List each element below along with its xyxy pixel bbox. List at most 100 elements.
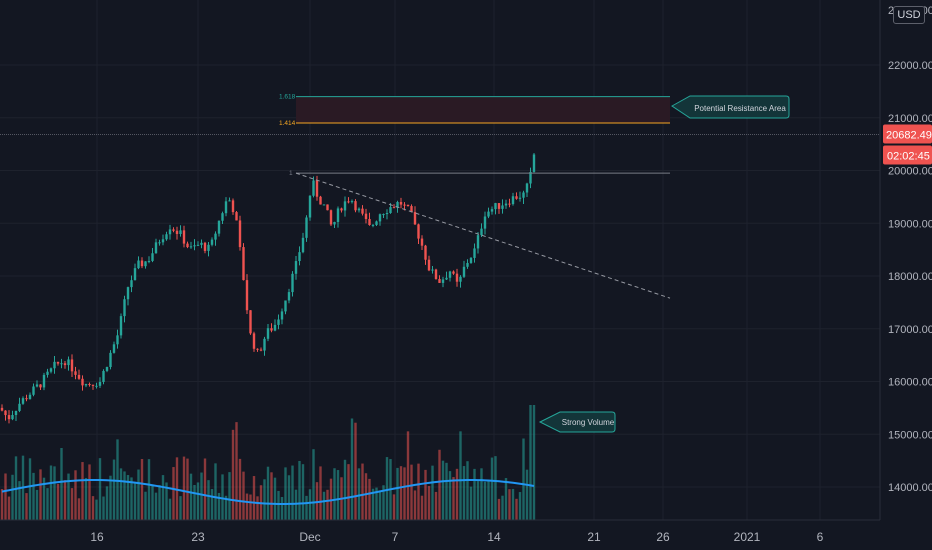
candle-body (431, 269, 434, 271)
volume-bar (119, 468, 123, 520)
volume-bar (347, 464, 350, 520)
volume-bar (182, 456, 186, 520)
candle-body (284, 300, 287, 312)
candle-body (392, 207, 396, 209)
volume-bar (522, 438, 525, 520)
volume-bar (368, 478, 371, 520)
volume-bar (445, 462, 448, 520)
candle-body (196, 244, 200, 246)
volume-bar (186, 458, 189, 520)
volume-bar (427, 486, 431, 520)
volume-bar (322, 491, 326, 520)
trendline (295, 172, 671, 299)
volume-bar (126, 475, 130, 520)
time-tick-label: 14 (487, 530, 501, 544)
candle-body (522, 192, 525, 198)
volume-bar (193, 484, 196, 520)
candle-body (424, 245, 427, 260)
volume-bar (378, 492, 382, 520)
candle-body (280, 311, 284, 320)
price-tick-label: 15000.00 (888, 429, 932, 441)
volume-bar (203, 458, 207, 520)
volume-bar (256, 496, 259, 520)
last-price-badge (883, 124, 932, 144)
fib-label: 1.414 (279, 120, 296, 127)
volume-bar (0, 489, 4, 520)
volume-bar (413, 490, 417, 520)
candle-body (476, 235, 480, 249)
callout-shape (671, 95, 790, 119)
volume-bar (529, 405, 532, 520)
candle-body (98, 381, 102, 386)
candle-body (14, 410, 18, 416)
last-price-label: 20682.49 (886, 129, 932, 141)
candle-body (63, 363, 67, 366)
volume-bar (434, 491, 438, 520)
volume-bar (11, 474, 14, 520)
candle-body (235, 212, 238, 221)
resistance-callout[interactable]: Potential Resistance Area (671, 95, 790, 119)
candle-body (501, 205, 504, 209)
volume-bar (67, 473, 70, 520)
candle-body (466, 262, 469, 267)
volume-bar (25, 493, 28, 520)
candle-body (147, 260, 151, 262)
volume-bar (487, 479, 490, 520)
volume-bar (224, 495, 228, 520)
volume-bar (158, 485, 161, 520)
candle-body (245, 280, 249, 311)
volume-bar (438, 449, 441, 520)
volume-bar (165, 482, 168, 520)
candle-body (165, 234, 168, 240)
volume-bar (4, 473, 7, 520)
volume-bar (242, 471, 245, 520)
volume-bar (270, 472, 273, 520)
volume-bar (95, 499, 98, 520)
volume-bar (140, 459, 144, 520)
volume-bar (179, 496, 182, 520)
volume-bar (81, 462, 84, 520)
time-axis[interactable]: 16 23 Dec 7 14 21 26 2021 6 (0, 519, 880, 544)
candle-body (102, 370, 105, 382)
chart-grid (0, 0, 880, 520)
candle-body (508, 203, 511, 205)
candle-body (273, 324, 277, 331)
volume-callout[interactable]: Strong Volume (538, 411, 616, 433)
currency-badge[interactable]: USD (893, 6, 925, 24)
candle-body (406, 204, 410, 207)
candle-body (133, 268, 137, 281)
volume-bar (371, 488, 375, 520)
volume-bar (249, 494, 252, 520)
price-tick-label: 16000.00 (888, 377, 932, 389)
volume-bar (403, 467, 406, 520)
candle-body (389, 207, 392, 214)
volume-bar (336, 470, 340, 520)
volume-bar (228, 472, 231, 520)
volume-bar (273, 477, 277, 520)
price-tick-label: 22000.00 (888, 60, 932, 72)
volume-bar (235, 422, 238, 520)
volume-bar (252, 476, 256, 520)
volume-bar (466, 461, 469, 520)
candle-body (480, 228, 483, 236)
candle-body (333, 221, 336, 225)
volume-bar (74, 470, 77, 520)
candle-body (452, 271, 455, 274)
candle-body (161, 239, 165, 243)
candle-body (385, 213, 389, 215)
candle-body (179, 230, 182, 234)
price-tick-label: 17000.00 (888, 324, 932, 336)
resistance-label: Potential Resistance Area (694, 104, 786, 113)
volume-bar (189, 473, 193, 520)
volume-bar (392, 494, 396, 520)
volume-bar (133, 483, 137, 520)
candle-body (368, 219, 371, 226)
price-axis[interactable]: 14000.00 15000.00 16000.00 17000.00 18000.00… (879, 0, 932, 550)
candle-body (298, 252, 301, 262)
candle-body (266, 328, 270, 339)
volume-bar (263, 479, 266, 520)
volume-bar (490, 457, 494, 520)
candle-body (529, 171, 532, 184)
candle-body (231, 200, 235, 213)
